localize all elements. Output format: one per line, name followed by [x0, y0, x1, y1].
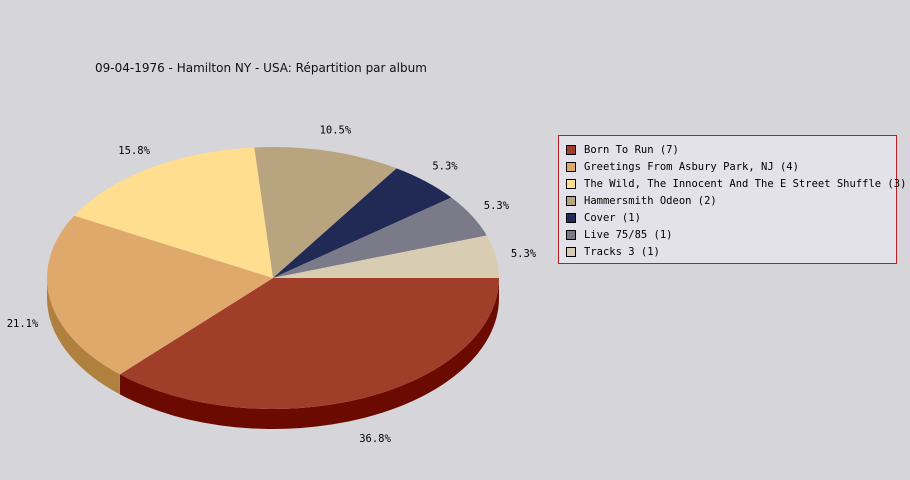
legend-item: Tracks 3 (1)	[566, 245, 660, 259]
pie-slice	[273, 168, 452, 278]
legend-swatch	[566, 179, 576, 189]
legend-label: Greetings From Asbury Park, NJ (4)	[584, 161, 799, 173]
pie-slice	[273, 197, 487, 278]
slice-percent-label: 10.5%	[320, 125, 352, 137]
slice-percent-label: 5.3%	[484, 200, 510, 212]
legend-item: Born To Run (7)	[566, 143, 679, 157]
legend-swatch	[566, 196, 576, 206]
chart-legend: Born To Run (7) Greetings From Asbury Pa…	[558, 135, 906, 264]
slice-percent-label: 15.8%	[118, 145, 150, 157]
legend-item: The Wild, The Innocent And The E Street …	[566, 177, 906, 191]
slice-percent-label: 5.3%	[511, 248, 537, 260]
legend-label: Tracks 3 (1)	[584, 246, 660, 258]
legend-item: Greetings From Asbury Park, NJ (4)	[566, 160, 799, 174]
legend-swatch	[566, 162, 576, 172]
pie-slice	[273, 235, 499, 278]
legend-swatch	[566, 247, 576, 257]
pie-slice-side	[119, 278, 500, 429]
legend-label: Live 75/85 (1)	[584, 229, 673, 241]
legend-label: Born To Run (7)	[584, 144, 679, 156]
legend-item: Live 75/85 (1)	[566, 228, 673, 242]
legend-swatch	[566, 145, 576, 155]
pie-slice	[254, 147, 397, 278]
slice-percent-label: 36.8%	[359, 433, 391, 445]
slice-percent-label: 5.3%	[432, 160, 458, 172]
legend-swatch	[566, 213, 576, 223]
pie-slice	[119, 278, 500, 409]
legend-label: The Wild, The Innocent And The E Street …	[584, 178, 907, 190]
legend-item: Cover (1)	[566, 211, 641, 225]
slice-percent-label: 21.1%	[7, 318, 39, 330]
pie-slice-side	[46, 278, 120, 395]
legend-label: Cover (1)	[584, 212, 641, 224]
pie-slice	[47, 215, 273, 375]
chart-title: 09-04-1976 - Hamilton NY - USA: Répartit…	[95, 61, 427, 75]
legend-label: Hammersmith Odeon (2)	[584, 195, 717, 207]
pie-slice	[74, 147, 274, 278]
legend-item: Hammersmith Odeon (2)	[566, 194, 717, 208]
legend-swatch	[566, 230, 576, 240]
